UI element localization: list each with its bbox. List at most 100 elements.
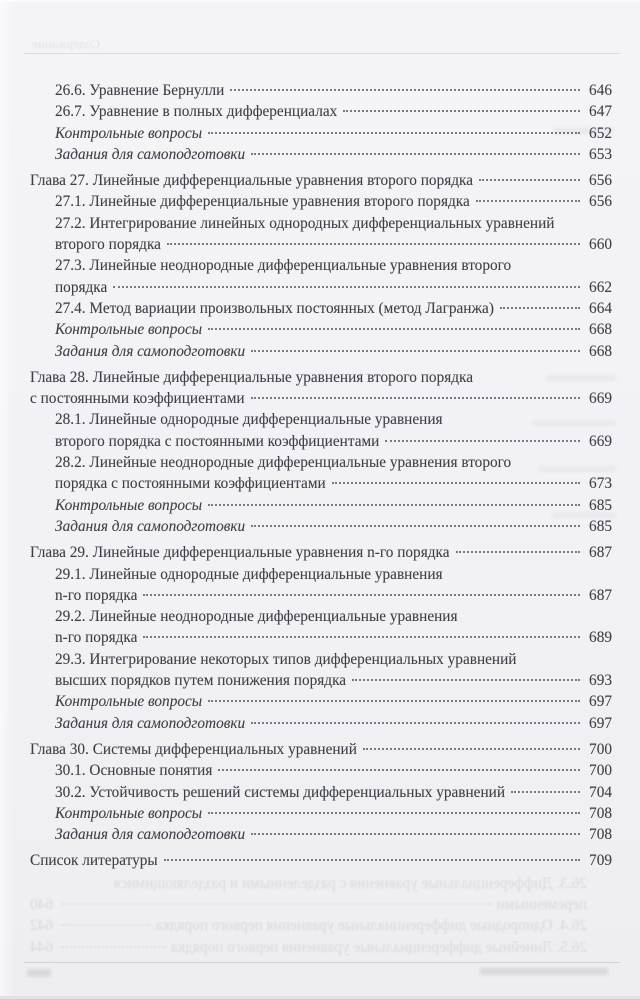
page-number: 685 bbox=[589, 517, 612, 535]
toc-entry: 26.5. Линейные дифференциальные уравнени… bbox=[30, 937, 612, 958]
toc-entry: Глава 27. Линейные дифференциальные урав… bbox=[30, 170, 612, 191]
page-number: 693 bbox=[589, 672, 612, 690]
toc-entry-line: 29.2. Линейные неоднородные дифференциал… bbox=[55, 608, 458, 626]
toc-entry-line-last: 26.5. Линейные дифференциальные уравнени… bbox=[30, 937, 612, 958]
table-of-contents: 26.6. Уравнение Бернулли 646 26.7. Уравнен… bbox=[30, 80, 612, 958]
entry-title: n-го порядка bbox=[55, 586, 138, 604]
page-number: 668 bbox=[589, 342, 612, 360]
entry-title: 27.4. Метод вариации произвольных постоя… bbox=[55, 299, 494, 317]
toc-entry: Контрольные вопросы 708 bbox=[30, 803, 612, 824]
toc-entry: Список литературы 709 bbox=[30, 850, 612, 871]
toc-entry: Контрольные вопросы 685 bbox=[30, 495, 612, 516]
toc-entry: Контрольные вопросы 697 bbox=[30, 691, 612, 712]
toc-entry-line-last: порядка с постоянными коэффициентами 673 bbox=[30, 473, 612, 494]
page-number: 664 bbox=[589, 299, 612, 317]
toc-entry-line: 28.2. Линейные неоднородные дифференциал… bbox=[55, 454, 512, 472]
dot-leader bbox=[208, 700, 580, 703]
entry-title: второго порядка с постоянными коэффициен… bbox=[55, 432, 380, 450]
bleedthrough-running-header: Содержание bbox=[32, 36, 101, 51]
toc-entry-line-last: с постоянными коэффициентами 669 bbox=[30, 388, 612, 409]
toc-entry: Контрольные вопросы 668 bbox=[30, 319, 612, 340]
toc-entry-line-last: высших порядков путем понижения порядка 6… bbox=[30, 670, 612, 691]
toc-entry: 27.2. Интегрирование линейных однородных… bbox=[30, 213, 612, 256]
toc-entry-line-last: Задания для самоподготовки 653 bbox=[30, 144, 612, 165]
toc-entry: 26.3. Дифференциальные уравнения с разде… bbox=[30, 873, 612, 916]
entry-title: 26.7. Уравнение в полных дифференциалах bbox=[55, 103, 338, 121]
toc-entry-line: Глава 28. Линейные дифференциальные урав… bbox=[30, 368, 474, 386]
toc-entry: Задания для самоподготовки 668 bbox=[30, 341, 612, 362]
dot-leader bbox=[352, 679, 580, 682]
entry-title: Контрольные вопросы bbox=[55, 124, 203, 142]
bleedthrough-smudge bbox=[552, 512, 616, 518]
page-number: 656 bbox=[589, 172, 612, 190]
page-number: 647 bbox=[589, 103, 612, 121]
page-number: 662 bbox=[589, 278, 612, 296]
toc-entry-line: 27.2. Интегрирование линейных однородных… bbox=[55, 214, 555, 232]
entry-title: Список литературы bbox=[30, 852, 158, 870]
dot-leader bbox=[251, 833, 580, 836]
toc-entry-line-last: Задания для самоподготовки 708 bbox=[30, 824, 612, 845]
page-left-light-edge bbox=[0, 0, 14, 1000]
dot-leader bbox=[113, 285, 580, 288]
dot-leader bbox=[208, 131, 580, 134]
page-number: 697 bbox=[589, 714, 612, 732]
entry-title: Задания для самоподготовки bbox=[55, 517, 246, 535]
page-number: 673 bbox=[589, 475, 612, 493]
dot-leader bbox=[62, 924, 150, 927]
bleedthrough-smudge bbox=[532, 420, 616, 426]
toc-list: 26.6. Уравнение Бернулли 646 26.7. Уравнен… bbox=[30, 80, 612, 872]
toc-entry-line: 29.3. Интегрирование некоторых типов диф… bbox=[55, 650, 517, 668]
dot-leader bbox=[479, 179, 580, 182]
toc-entry: 26.6. Уравнение Бернулли 646 bbox=[30, 80, 612, 101]
toc-entry-line-last: Задания для самоподготовки 668 bbox=[30, 341, 612, 362]
toc-entry-line-last: 26.6. Уравнение Бернулли 646 bbox=[30, 80, 612, 101]
dot-leader bbox=[251, 152, 580, 155]
toc-entry-line-last: 26.7. Уравнение в полных дифференциалах 6… bbox=[30, 101, 612, 122]
entry-title: высших порядков путем понижения порядка bbox=[55, 672, 347, 690]
entry-title: Задания для самоподготовки bbox=[55, 342, 246, 360]
toc-entry-line-last: Контрольные вопросы 685 bbox=[30, 495, 612, 516]
bleedthrough-block: 26.3. Дифференциальные уравнения с разде… bbox=[30, 873, 612, 958]
toc-entry-line-last: порядка 662 bbox=[30, 277, 612, 298]
toc-entry-line-last: Глава 29. Линейные дифференциальные урав… bbox=[30, 542, 612, 563]
toc-entry: Контрольные вопросы 652 bbox=[30, 123, 612, 144]
entry-title: Контрольные вопросы bbox=[55, 496, 203, 514]
dot-leader bbox=[208, 328, 580, 331]
page-number: 700 bbox=[589, 762, 612, 780]
toc-entry: 30.2. Устойчивость решений системы диффе… bbox=[30, 782, 612, 803]
dot-leader bbox=[385, 439, 580, 442]
footer-rule bbox=[24, 962, 620, 963]
dot-leader bbox=[475, 200, 580, 203]
toc-entry-line-last: 26.4. Однородные дифференциальные уравне… bbox=[30, 915, 612, 936]
entry-title: Контрольные вопросы bbox=[55, 321, 203, 339]
dot-leader bbox=[166, 243, 580, 246]
dot-leader bbox=[511, 790, 580, 793]
toc-entry-line-last: Контрольные вопросы 668 bbox=[30, 319, 612, 340]
toc-entry: 26.4. Однородные дифференциальные уравне… bbox=[30, 915, 612, 936]
toc-entry: 30.1. Основные понятия 700 bbox=[30, 760, 612, 781]
toc-entry: 28.2. Линейные неоднородные дифференциал… bbox=[30, 452, 612, 495]
page-number: 669 bbox=[589, 432, 612, 450]
page-number: 697 bbox=[589, 693, 612, 711]
entry-title: 26.6. Уравнение Бернулли bbox=[55, 82, 225, 99]
page-number: 689 bbox=[589, 629, 612, 647]
page-number: 642 bbox=[30, 917, 53, 935]
toc-entry-line-last: второго порядка 660 bbox=[30, 234, 612, 255]
page-number: 669 bbox=[589, 390, 612, 408]
entry-title: порядка с постоянными коэффициентами bbox=[55, 475, 326, 493]
entry-title: 26.4. Однородные дифференциальные уравне… bbox=[155, 917, 587, 935]
page-number: 660 bbox=[589, 236, 612, 254]
dot-leader bbox=[251, 349, 580, 352]
toc-entry-line: 27.3. Линейные неоднородные дифференциал… bbox=[55, 257, 512, 275]
dot-leader bbox=[143, 593, 580, 596]
page-number: 656 bbox=[589, 193, 612, 211]
photo-edge-bottom bbox=[0, 996, 640, 1000]
bleedthrough-smudge bbox=[554, 128, 614, 134]
toc-entry: Задания для самоподготовки 653 bbox=[30, 144, 612, 165]
toc-entry-line-last: 27.4. Метод вариации произвольных постоя… bbox=[30, 298, 612, 319]
toc-entry-line-last: Глава 27. Линейные дифференциальные урав… bbox=[30, 170, 612, 191]
page-number: 708 bbox=[589, 826, 612, 844]
entry-title: Глава 29. Линейные дифференциальные урав… bbox=[30, 544, 450, 562]
dot-leader bbox=[230, 89, 580, 91]
